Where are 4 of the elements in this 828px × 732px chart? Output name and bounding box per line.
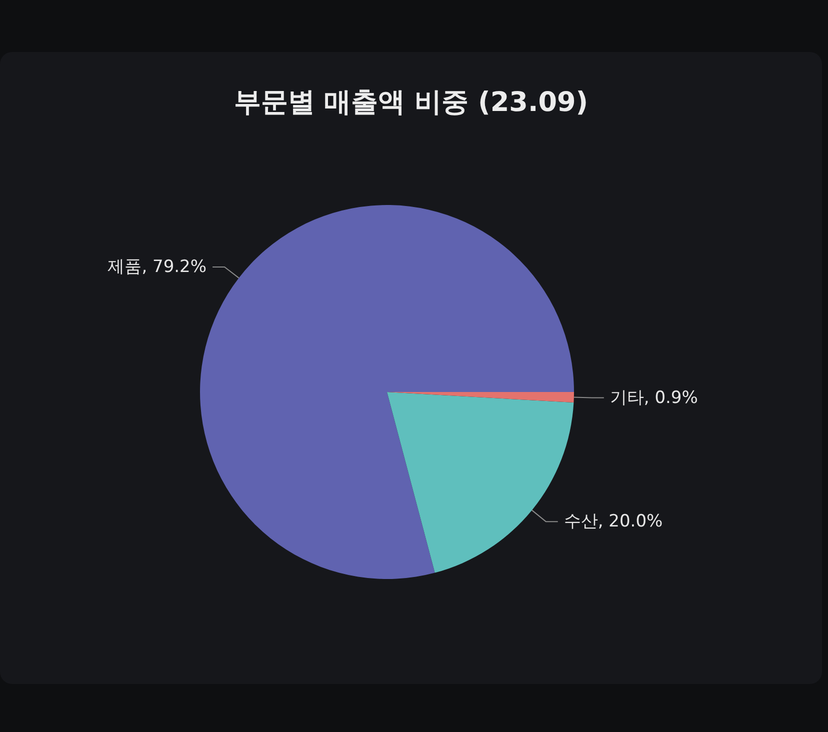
slice-label: 수산, 20.0% xyxy=(564,512,663,532)
slice-label: 제품, 79.2% xyxy=(108,256,207,277)
chart-title: 부문별 매출액 비중 (23.09) xyxy=(232,86,590,120)
slice-label: 기타, 0.9% xyxy=(610,388,698,408)
